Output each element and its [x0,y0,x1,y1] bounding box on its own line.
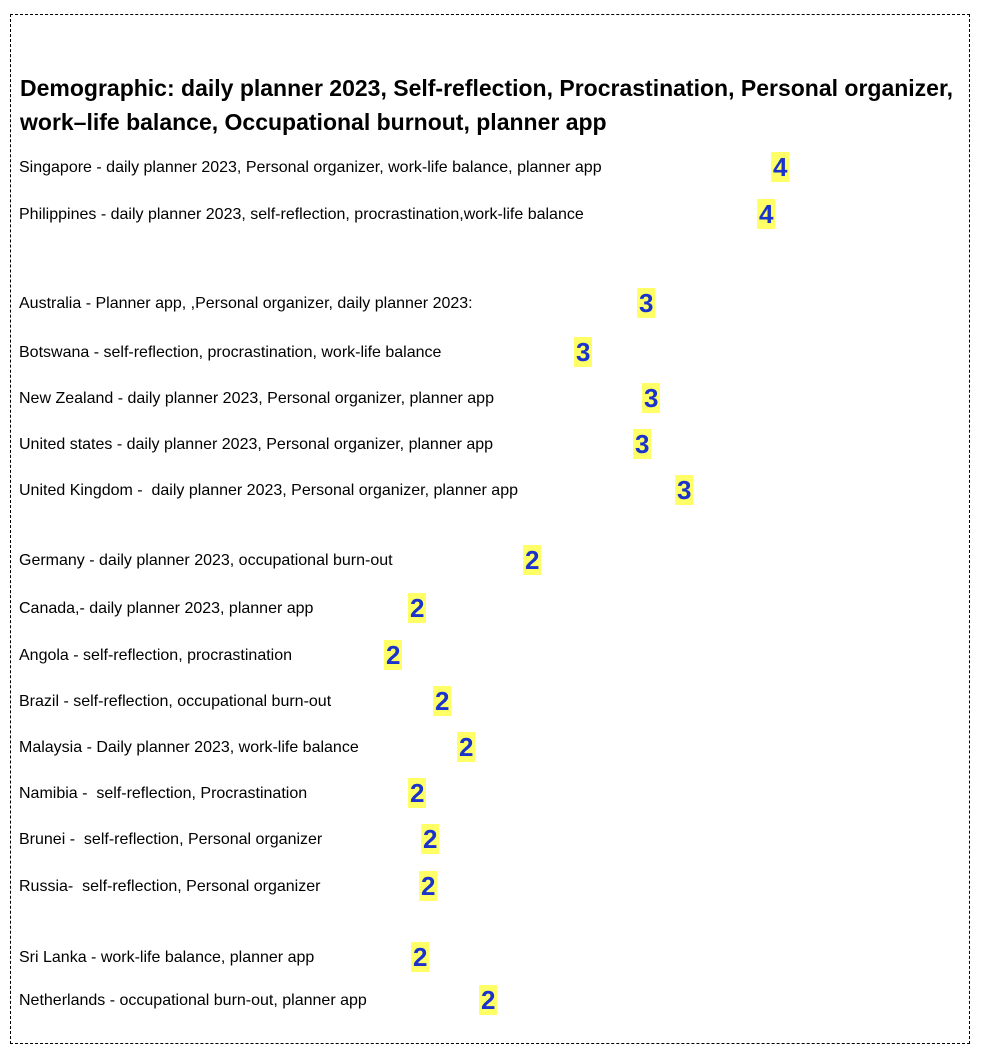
list-item-text: Germany - daily planner 2023, occupation… [19,552,393,569]
list-item-text: Namibia - self-reflection, Procrastinati… [19,785,308,802]
list-item-text: Brunei - self-reflection, Personal organ… [19,831,323,848]
score-badge: 2 [419,871,438,901]
list-item: New Zealand - daily planner 2023, Person… [19,383,661,413]
score-badge: 2 [411,942,430,972]
list-item: Angola - self-reflection, procrastinatio… [19,640,403,670]
score-badge: 2 [433,686,452,716]
score-badge: 2 [421,824,440,854]
list-item-text: United states - daily planner 2023, Pers… [19,436,494,453]
list-item: Sri Lanka - work-life balance, planner a… [19,942,430,972]
score-badge: 2 [523,545,542,575]
list-item: Canada,- daily planner 2023, planner app… [19,593,427,623]
list-item-text: Philippines - daily planner 2023, self-r… [19,206,584,223]
score-badge: 3 [675,475,694,505]
score-badge: 3 [637,288,656,318]
list-item: United states - daily planner 2023, Pers… [19,429,652,459]
score-badge: 2 [384,640,403,670]
list-item-text: New Zealand - daily planner 2023, Person… [19,390,494,407]
list-item: Philippines - daily planner 2023, self-r… [19,199,776,229]
list-item-text: Netherlands - occupational burn-out, pla… [19,992,367,1009]
list-item: Australia - Planner app, ,Personal organ… [19,288,656,318]
list-item: Botswana - self-reflection, procrastinat… [19,337,593,367]
list-item: Brunei - self-reflection, Personal organ… [19,824,440,854]
list-item: Russia- self-reflection, Personal organi… [19,871,438,901]
list-item: Singapore - daily planner 2023, Personal… [19,152,790,182]
list-item-text: Canada,- daily planner 2023, planner app [19,600,314,617]
score-badge: 3 [574,337,593,367]
score-badge: 4 [771,152,790,182]
score-badge: 4 [757,199,776,229]
score-badge: 2 [457,732,476,762]
list-item: Germany - daily planner 2023, occupation… [19,545,542,575]
list-item: Netherlands - occupational burn-out, pla… [19,985,498,1015]
list-item-text: Malaysia - Daily planner 2023, work-life… [19,739,359,756]
score-badge: 2 [408,778,427,808]
score-badge: 2 [408,593,427,623]
list-item-text: Russia- self-reflection, Personal organi… [19,878,321,895]
list-item-text: United Kingdom - daily planner 2023, Per… [19,482,518,499]
list-item-text: Angola - self-reflection, procrastinatio… [19,647,293,664]
demographic-heading: Demographic: daily planner 2023, Self-re… [20,75,954,135]
list-item-text: Sri Lanka - work-life balance, planner a… [19,949,315,966]
list-item-text: Brazil - self-reflection, occupational b… [19,693,332,710]
list-item: Malaysia - Daily planner 2023, work-life… [19,732,476,762]
list-item-text: Botswana - self-reflection, procrastinat… [19,344,442,361]
list-item: Brazil - self-reflection, occupational b… [19,686,452,716]
list-item-text: Australia - Planner app, ,Personal organ… [19,295,473,312]
score-badge: 3 [633,429,652,459]
dashed-border-box: Demographic: daily planner 2023, Self-re… [10,14,970,1044]
list-item: United Kingdom - daily planner 2023, Per… [19,475,694,505]
score-badge: 2 [479,985,498,1015]
list-item: Namibia - self-reflection, Procrastinati… [19,778,427,808]
list-item-text: Singapore - daily planner 2023, Personal… [19,159,602,176]
score-badge: 3 [642,383,661,413]
